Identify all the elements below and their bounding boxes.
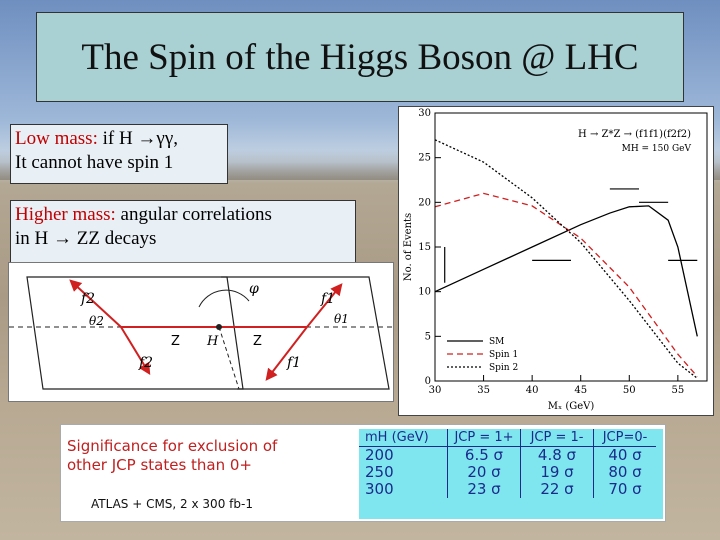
luminosity-footnote: ATLAS + CMS, 2 x 300 fb-1 — [91, 497, 253, 511]
label-theta2: θ2 — [89, 314, 104, 328]
x-tick-label: 45 — [574, 385, 587, 396]
events-chart-svg: 30 35 40 45 50 55 0 5 10 15 20 25 30 H → Z*Z → (f1f1… — [403, 108, 708, 412]
plane-edge-dashed — [218, 326, 240, 390]
left-plane — [26, 276, 244, 390]
series-line-spin-1 — [434, 192, 698, 377]
label-f2-bottom: f2 — [138, 355, 153, 371]
label-theta1: θ1 — [334, 312, 349, 326]
label-phi: φ — [249, 281, 259, 297]
cell-mass: 200 — [365, 446, 394, 464]
low-mass-note: Low mass: if H →γγ, It cannot have spin … — [10, 124, 228, 184]
events-chart: 30 35 40 45 50 55 0 5 10 15 20 25 30 H → Z*Z → (f1f1… — [398, 106, 714, 416]
chart-legend: SM Spin 1 Spin 2 — [447, 337, 518, 373]
col-header-1plus: JCP = 1+ — [447, 429, 521, 447]
legend-label: SM — [489, 337, 504, 347]
y-tick-label: 30 — [418, 108, 431, 119]
chart-title: H → Z*Z → (f1f1)(f2f2) — [578, 129, 691, 140]
y-tick-label: 20 — [418, 197, 431, 208]
low-mass-line2: It cannot have spin 1 — [15, 152, 174, 173]
chart-ylabel: No. of Events — [403, 213, 414, 281]
low-mass-text: if H →γγ, — [102, 128, 178, 149]
y-tick-label: 15 — [418, 242, 431, 253]
cell-1minus: 22 σ — [520, 481, 594, 498]
chart-xlabel: Mₓ (GeV) — [548, 401, 595, 412]
label-h: H — [206, 334, 219, 349]
table-row: 250 20 σ 19 σ 80 σ — [359, 464, 656, 481]
label-f1-bottom: f1 — [286, 355, 301, 371]
slide-title-box: The Spin of the Higgs Boson @ LHC — [36, 12, 684, 102]
higher-mass-label: Higher mass: — [15, 204, 116, 225]
cell-1plus: 23 σ — [447, 481, 521, 498]
table-row: 300 23 σ 22 σ 70 σ — [359, 481, 656, 498]
label-f2-top: f2 — [80, 291, 95, 307]
label-f1-top: f1 — [320, 291, 335, 307]
significance-heading-line1: Significance for exclusion of — [67, 437, 278, 455]
col-header-mass: mH (GeV) — [359, 429, 448, 447]
significance-panel: Significance for exclusion of other JCP … — [60, 424, 666, 522]
col-header-0minus: JCP=0- — [593, 429, 656, 447]
y-tick-label: 10 — [418, 287, 431, 298]
significance-table-box: mH (GeV) JCP = 1+ JCP = 1- JCP=0- 200 6.… — [359, 429, 663, 519]
chart-subtitle: MH = 150 GeV — [622, 144, 692, 154]
y-tick-label: 5 — [425, 331, 431, 342]
x-tick-label: 50 — [623, 385, 636, 396]
phi-arc — [198, 289, 250, 308]
significance-table: mH (GeV) JCP = 1+ JCP = 1- JCP=0- 200 6.… — [359, 429, 656, 498]
f2-top-arrow — [69, 279, 122, 328]
cell-0minus: 40 σ — [593, 446, 656, 464]
cell-0minus: 70 σ — [593, 481, 656, 498]
x-tick-label: 30 — [429, 385, 442, 396]
low-mass-label: Low mass: — [15, 128, 98, 149]
table-row: 200 6.5 σ 4.8 σ 40 σ — [359, 446, 656, 464]
y-tick-label: 0 — [425, 376, 431, 387]
x-tick-label: 40 — [526, 385, 539, 396]
cell-1plus: 6.5 σ — [447, 446, 521, 464]
f2-bottom-arrow — [120, 326, 151, 376]
x-tick-label: 55 — [671, 385, 684, 396]
legend-label: Spin 2 — [489, 363, 518, 373]
significance-heading-line2: other JCP states than 0+ — [67, 456, 252, 474]
cell-1minus: 4.8 σ — [520, 446, 594, 464]
label-z-right: Z — [253, 334, 262, 349]
decay-angle-diagram: f2 f1 f2 f1 φ θ2 θ1 Z H Z — [8, 262, 394, 402]
higher-mass-line2: in H → ZZ decays — [15, 228, 157, 249]
x-tick-label: 35 — [477, 385, 490, 396]
right-plane — [221, 276, 390, 390]
higher-mass-text: angular correlations — [120, 204, 272, 225]
series-line-spin-2 — [434, 139, 698, 379]
cell-mass: 300 — [365, 480, 394, 498]
decay-diagram-svg: f2 f1 f2 f1 φ θ2 θ1 Z H Z — [9, 276, 393, 390]
legend-label: Spin 1 — [489, 350, 518, 360]
higher-mass-note: Higher mass: angular correlations in H →… — [10, 200, 356, 264]
plot-frame — [434, 112, 708, 382]
significance-heading: Significance for exclusion of other JCP … — [67, 437, 277, 475]
table-header-row: mH (GeV) JCP = 1+ JCP = 1- JCP=0- — [359, 429, 656, 447]
cell-1minus: 19 σ — [520, 464, 594, 481]
cell-1plus: 20 σ — [447, 464, 521, 481]
higgs-vertex — [216, 324, 222, 330]
cell-0minus: 80 σ — [593, 464, 656, 481]
col-header-1minus: JCP = 1- — [520, 429, 594, 447]
label-z-left: Z — [171, 334, 180, 349]
cell-mass: 250 — [365, 463, 394, 481]
y-tick-label: 25 — [418, 153, 431, 164]
series-line-sm — [434, 205, 698, 337]
f1-bottom-arrow — [265, 326, 308, 381]
f1-top-arrow — [306, 283, 343, 328]
slide-title: The Spin of the Higgs Boson @ LHC — [81, 36, 639, 78]
